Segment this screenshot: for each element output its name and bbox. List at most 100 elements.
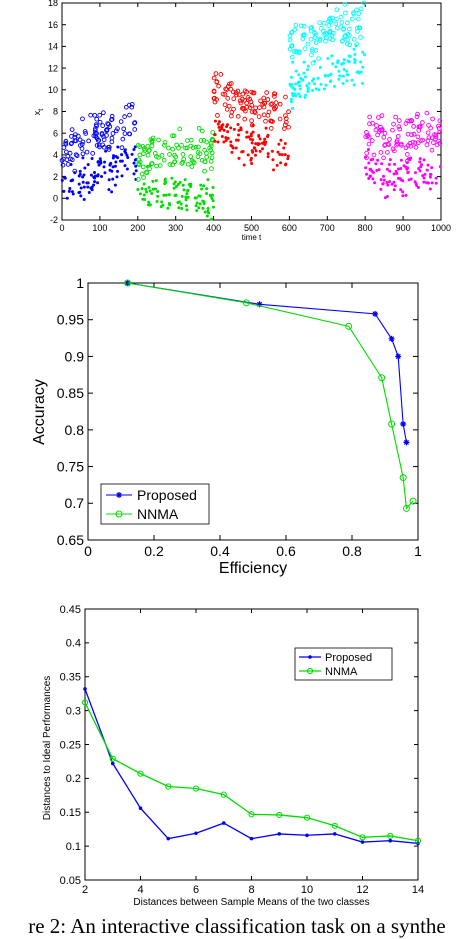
- scatter-plot-time-series: 0 100 200 300 400 500 600 700 800 900 1000-2024681…: [32, 0, 451, 242]
- scatter-point: [211, 205, 215, 209]
- scatter-point: [69, 162, 73, 166]
- scatter-point: [271, 105, 277, 111]
- scatter-point: [109, 161, 113, 165]
- scatter-point: [186, 195, 190, 199]
- scatter-point: [263, 118, 268, 124]
- scatter-point: [312, 77, 316, 81]
- scatter-point: [388, 180, 392, 184]
- circle-marker: [399, 474, 407, 482]
- scatter-point: [60, 162, 66, 168]
- scatter-point: [294, 49, 300, 55]
- scatter-point: [215, 113, 220, 118]
- scatter-point: [226, 103, 232, 109]
- scatter-point: [354, 25, 360, 31]
- scatter-point: [129, 104, 135, 110]
- y-tick-label: 16: [48, 20, 58, 30]
- scatter-point: [347, 33, 352, 38]
- scatter-point: [379, 127, 385, 132]
- scatter-point: [208, 193, 212, 197]
- scatter-point: [396, 176, 400, 180]
- scatter-point: [179, 142, 184, 148]
- scatter-point: [72, 134, 78, 140]
- scatter-point: [98, 157, 102, 161]
- scatter-point: [65, 196, 69, 200]
- y-tick-label: 2: [53, 172, 58, 182]
- scatter-point: [416, 186, 420, 190]
- legend-label: Proposed: [137, 487, 197, 503]
- scatter-point: [198, 194, 202, 198]
- scatter-point: [116, 156, 120, 160]
- y-axis-label: xt: [32, 109, 45, 116]
- scatter-point: [229, 143, 233, 147]
- scatter-point: [135, 177, 141, 182]
- scatter-point: [271, 158, 275, 162]
- scatter-point: [106, 121, 111, 127]
- scatter-point: [171, 133, 177, 139]
- scatter-point: [363, 53, 367, 57]
- scatter-point: [96, 160, 100, 164]
- scatter-point: [333, 84, 337, 88]
- y-tick-label: 12: [48, 63, 58, 73]
- scatter-point: [330, 15, 335, 21]
- circle-marker: [81, 699, 89, 706]
- scatter-point: [96, 181, 100, 185]
- scatter-point: [244, 89, 250, 95]
- scatter-point: [202, 202, 206, 206]
- scatter-point: [130, 152, 134, 156]
- scatter-point: [391, 148, 397, 154]
- scatter-point: [149, 139, 155, 145]
- scatter-point: [434, 176, 438, 180]
- scatter-point: [229, 140, 233, 144]
- scatter-point: [104, 127, 110, 132]
- scatter-point: [347, 42, 352, 48]
- scatter-point: [409, 132, 414, 138]
- scatter-point: [345, 79, 349, 83]
- x-tick-label: 0: [59, 223, 64, 233]
- scatter-point: [94, 143, 100, 148]
- scatter-point: [63, 141, 69, 147]
- scatter-point: [220, 134, 224, 138]
- scatter-point: [250, 90, 256, 96]
- scatter-point: [81, 175, 85, 179]
- scatter-point: [316, 76, 320, 80]
- scatter-point: [408, 143, 414, 149]
- scatter-point: [77, 182, 81, 186]
- scatter-point: [101, 137, 107, 143]
- scatter-point: [392, 180, 396, 184]
- scatter-point: [170, 133, 175, 139]
- scatter-point: [222, 128, 226, 132]
- y-tick-label: 0.2: [66, 773, 81, 785]
- scatter-point: [258, 98, 263, 104]
- scatter-point: [261, 141, 265, 145]
- scatter-point: [126, 155, 130, 159]
- scatter-point: [115, 175, 119, 179]
- legend-label: NNMA: [325, 666, 358, 678]
- scatter-point: [201, 206, 205, 210]
- scatter-point: [148, 203, 152, 207]
- scatter-point: [426, 135, 432, 140]
- scatter-point: [326, 23, 332, 28]
- scatter-point: [156, 137, 161, 143]
- scatter-point: [111, 165, 115, 169]
- scatter-point: [298, 87, 302, 91]
- scatter-point: [351, 11, 357, 17]
- scatter-point: [127, 112, 132, 118]
- scatter-point: [79, 186, 83, 190]
- scatter-point: [195, 150, 201, 155]
- scatter-point: [344, 41, 350, 47]
- scatter-point: [345, 37, 351, 43]
- scatter-point: [296, 49, 302, 55]
- scatter-point: [323, 74, 327, 78]
- scatter-point: [364, 166, 368, 170]
- scatter-point: [390, 127, 395, 133]
- scatter-point: [90, 185, 94, 189]
- scatter-point: [84, 149, 90, 155]
- scatter-point: [392, 172, 396, 176]
- scatter-point: [180, 206, 184, 210]
- scatter-point: [222, 92, 228, 97]
- scatter-point: [107, 188, 111, 192]
- scatter-point: [73, 171, 77, 175]
- series-line: [127, 282, 414, 510]
- scatter-point: [424, 110, 430, 116]
- scatter-point: [290, 91, 294, 95]
